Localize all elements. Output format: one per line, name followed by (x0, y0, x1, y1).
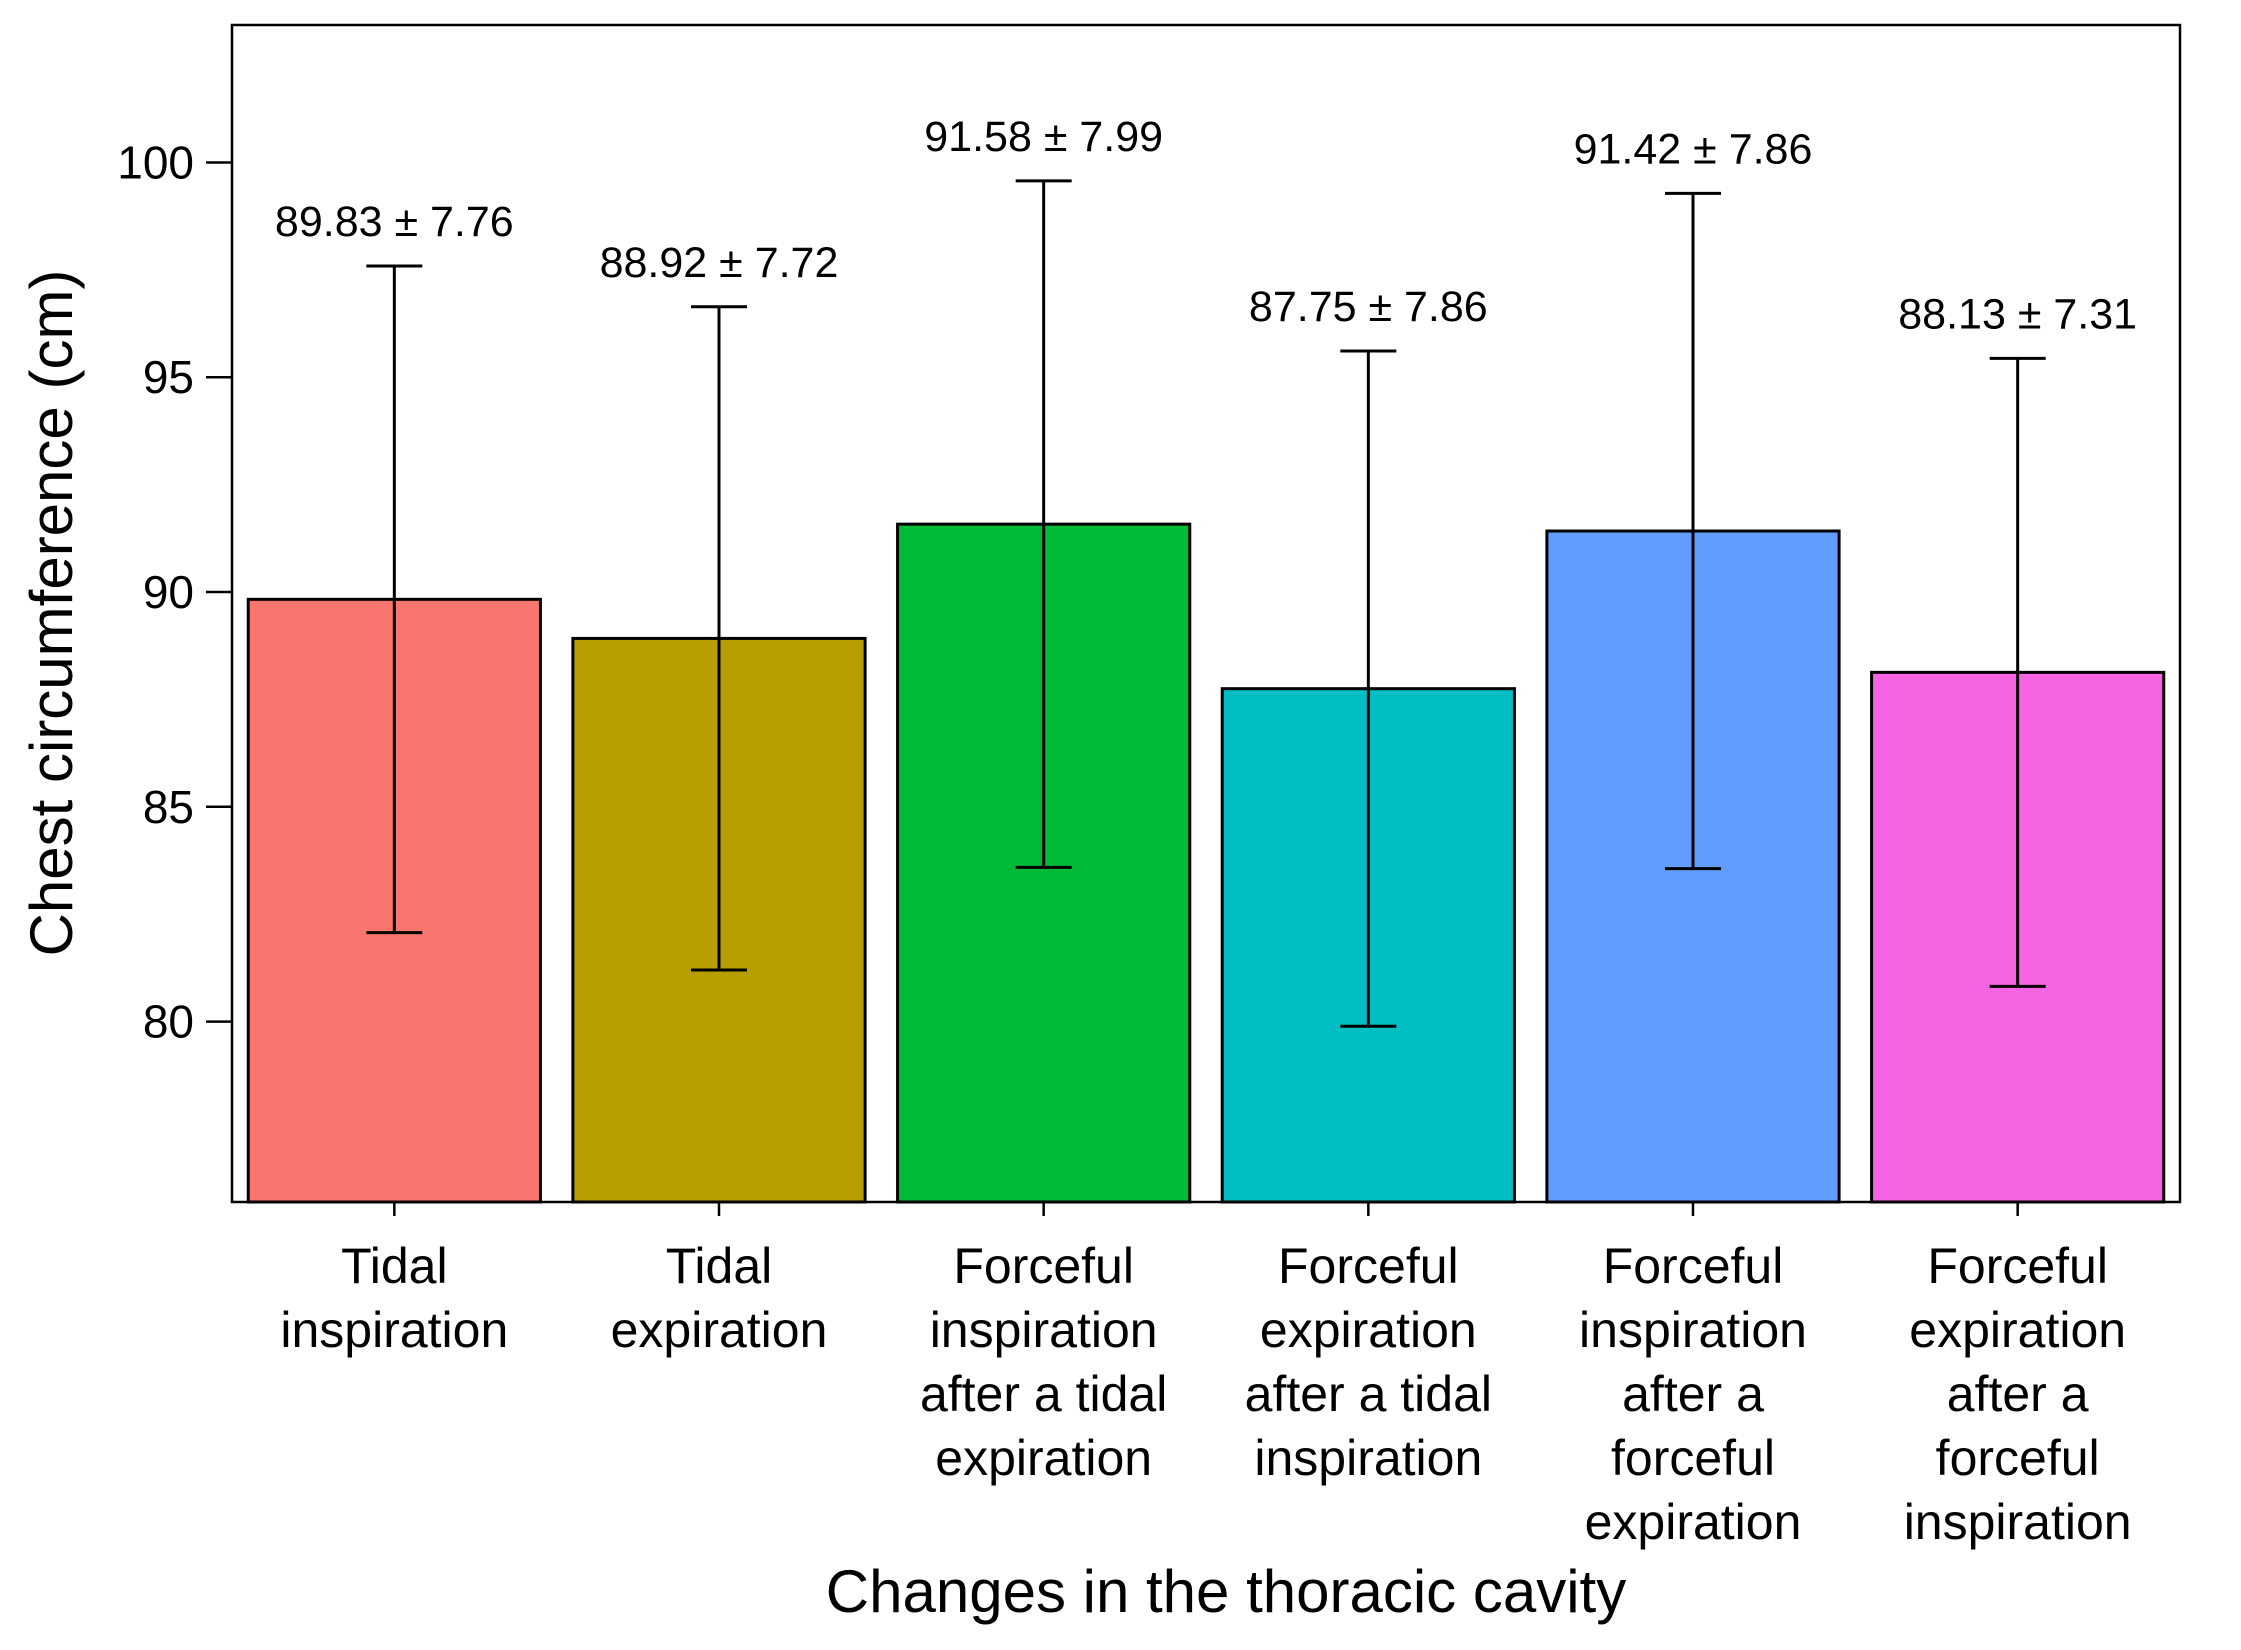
data-label-6: 88.13 ± 7.31 (1898, 290, 2137, 338)
x-tick-label-line: expiration (611, 1302, 828, 1358)
x-tick-label-4: Forceful expiration after a tidal inspirati… (1245, 1238, 1492, 1486)
error-bars-layer (366, 179, 2046, 1028)
x-tick-label-line: inspiration (1254, 1430, 1482, 1486)
x-tick-label-line: inspiration (280, 1302, 508, 1358)
data-label-4: 87.75 ± 7.86 (1249, 283, 1488, 331)
y-axis-title: Chest circumference (cm) (18, 270, 85, 957)
x-tick-label-line: forceful (1611, 1430, 1775, 1486)
x-tick-label-line: Tidal (341, 1238, 448, 1294)
x-tick-label-line: expiration (935, 1430, 1152, 1486)
x-tick-label-line: Forceful (1927, 1238, 2108, 1294)
x-tick-label-line: after a tidal (1245, 1366, 1492, 1422)
x-tick-label-line: inspiration (1904, 1494, 2132, 1550)
x-tick-label-line: Forceful (1278, 1238, 1459, 1294)
y-tick-label-90: 90 (143, 566, 194, 618)
data-label-1: 89.83 ± 7.76 (275, 198, 514, 246)
x-tick-label-line: inspiration (1579, 1302, 1807, 1358)
y-axis: 80 85 90 95 100 (117, 136, 232, 1048)
x-tick-label-line: expiration (1909, 1302, 2126, 1358)
x-tick-label-line: Forceful (1603, 1238, 1784, 1294)
data-label-3: 91.58 ± 7.99 (924, 113, 1163, 161)
x-tick-label-3: Forceful inspiration after a tidal expirati… (920, 1238, 1167, 1486)
x-tick-label-line: after a tidal (920, 1366, 1167, 1422)
x-tick-label-5: Forceful inspiration after a forceful expira… (1579, 1238, 1807, 1550)
x-axis: Tidal inspiration Tidal expiration Forceful i… (280, 1202, 2132, 1550)
x-tick-label-1: Tidal inspiration (280, 1238, 508, 1358)
x-tick-label-6: Forceful expiration after a forceful inspira… (1904, 1238, 2132, 1550)
x-tick-label-line: Tidal (666, 1238, 773, 1294)
x-tick-label-line: Forceful (953, 1238, 1134, 1294)
data-labels-layer: 89.83 ± 7.76 88.92 ± 7.72 91.58 ± 7.99 87.7… (275, 113, 2137, 338)
x-axis-title: Changes in the thoracic cavity (826, 1558, 1626, 1625)
y-tick-label-95: 95 (143, 351, 194, 403)
y-tick-label-85: 85 (143, 781, 194, 833)
y-tick-label-80: 80 (143, 996, 194, 1048)
x-tick-label-line: forceful (1936, 1430, 2100, 1486)
x-tick-label-2: Tidal expiration (611, 1238, 828, 1358)
x-tick-label-line: after a (1947, 1366, 2089, 1422)
plot-frame (230, 23, 2182, 1204)
y-tick-label-100: 100 (117, 136, 194, 188)
data-label-2: 88.92 ± 7.72 (600, 239, 839, 287)
x-tick-label-line: expiration (1260, 1302, 1477, 1358)
data-label-5: 91.42 ± 7.86 (1574, 125, 1813, 173)
x-tick-label-line: inspiration (930, 1302, 1158, 1358)
x-tick-label-line: expiration (1585, 1494, 1802, 1550)
x-tick-label-line: after a (1622, 1366, 1764, 1422)
